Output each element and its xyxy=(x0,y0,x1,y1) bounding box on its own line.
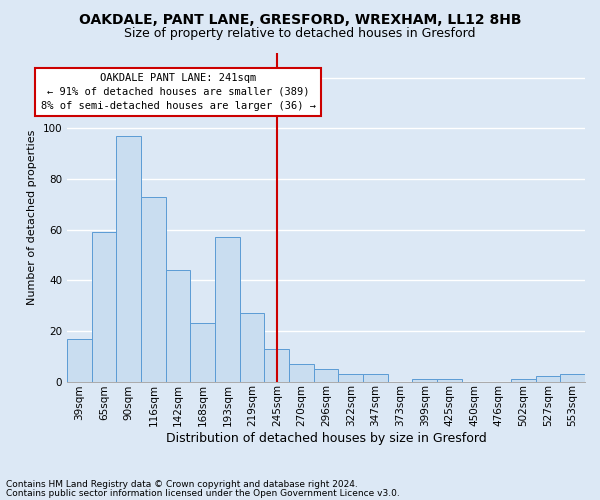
Text: Size of property relative to detached houses in Gresford: Size of property relative to detached ho… xyxy=(124,28,476,40)
Bar xyxy=(437,379,462,382)
X-axis label: Distribution of detached houses by size in Gresford: Distribution of detached houses by size … xyxy=(166,432,487,445)
Bar xyxy=(560,374,585,382)
Text: OAKDALE PANT LANE: 241sqm
← 91% of detached houses are smaller (389)
8% of semi-: OAKDALE PANT LANE: 241sqm ← 91% of detac… xyxy=(41,72,316,110)
Bar xyxy=(338,374,363,382)
Bar xyxy=(166,270,190,382)
Bar xyxy=(92,232,116,382)
Bar xyxy=(412,379,437,382)
Bar xyxy=(240,313,265,382)
Text: Contains HM Land Registry data © Crown copyright and database right 2024.: Contains HM Land Registry data © Crown c… xyxy=(6,480,358,489)
Y-axis label: Number of detached properties: Number of detached properties xyxy=(27,130,37,304)
Bar xyxy=(141,197,166,382)
Bar xyxy=(363,374,388,382)
Text: Contains public sector information licensed under the Open Government Licence v3: Contains public sector information licen… xyxy=(6,490,400,498)
Bar xyxy=(67,338,92,382)
Bar xyxy=(511,379,536,382)
Bar xyxy=(190,324,215,382)
Bar xyxy=(215,238,240,382)
Bar xyxy=(536,376,560,382)
Bar xyxy=(116,136,141,382)
Bar xyxy=(314,369,338,382)
Text: OAKDALE, PANT LANE, GRESFORD, WREXHAM, LL12 8HB: OAKDALE, PANT LANE, GRESFORD, WREXHAM, L… xyxy=(79,12,521,26)
Bar xyxy=(289,364,314,382)
Bar xyxy=(265,348,289,382)
